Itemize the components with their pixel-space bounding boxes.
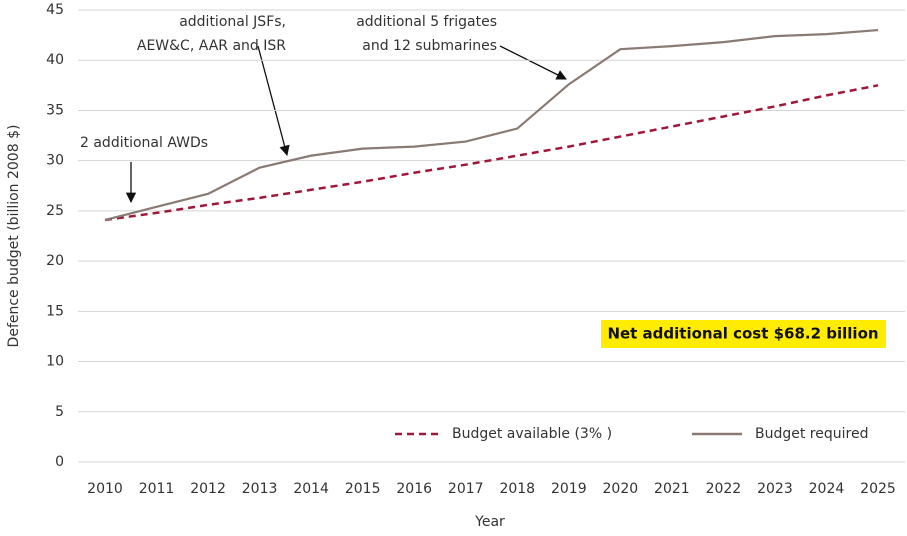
x-tick-label: 2014 (293, 481, 329, 497)
annotation: additional JSFs, (179, 14, 286, 30)
y-tick-label: 45 (46, 2, 64, 18)
legend-label: Budget available (3% ) (452, 426, 612, 442)
x-tick-label: 2011 (139, 481, 175, 497)
x-tick-label: 2020 (603, 481, 639, 497)
x-tick-label: 2015 (345, 481, 381, 497)
y-tick-label: 10 (46, 354, 64, 370)
annotation: and 12 submarines (362, 38, 497, 54)
y-tick-label: 5 (55, 404, 64, 420)
annotation: 2 additional AWDs (80, 135, 208, 151)
y-tick-label: 0 (55, 454, 64, 470)
x-tick-label: 2016 (396, 481, 432, 497)
y-tick-label: 20 (46, 253, 64, 269)
annotation: AEW&C, AAR and ISR (137, 38, 286, 54)
y-tick-label: 40 (46, 52, 64, 68)
x-tick-label: 2023 (757, 481, 793, 497)
data-line (104, 84, 879, 222)
highlight-box (601, 320, 886, 348)
y-tick-label: 25 (46, 203, 64, 219)
x-tick-label: 2013 (242, 481, 278, 497)
x-tick-label: 2012 (190, 481, 226, 497)
data-line (104, 28, 879, 221)
y-tick-label: 30 (46, 153, 64, 169)
y-tick-label: 15 (46, 303, 64, 319)
highlight-text: Net additional cost $68.2 billion (607, 325, 878, 343)
x-tick-label: 2021 (654, 481, 690, 497)
x-tick-label: 2017 (448, 481, 484, 497)
x-tick-label: 2024 (809, 481, 845, 497)
annotation: additional 5 frigates (356, 14, 497, 30)
x-tick-label: 2010 (87, 481, 123, 497)
x-tick-label: 2025 (860, 481, 896, 497)
y-tick-label: 35 (46, 102, 64, 118)
arrow (257, 45, 290, 157)
x-tick-label: 2018 (499, 481, 535, 497)
legend-label: Budget required (755, 426, 868, 442)
arrow (499, 45, 567, 80)
x-axis-label: Year (474, 514, 505, 530)
y-axis-label: Defence budget (billion 2008 $) (6, 125, 22, 348)
x-tick-label: 2019 (551, 481, 587, 497)
x-tick-label: 2022 (706, 481, 742, 497)
